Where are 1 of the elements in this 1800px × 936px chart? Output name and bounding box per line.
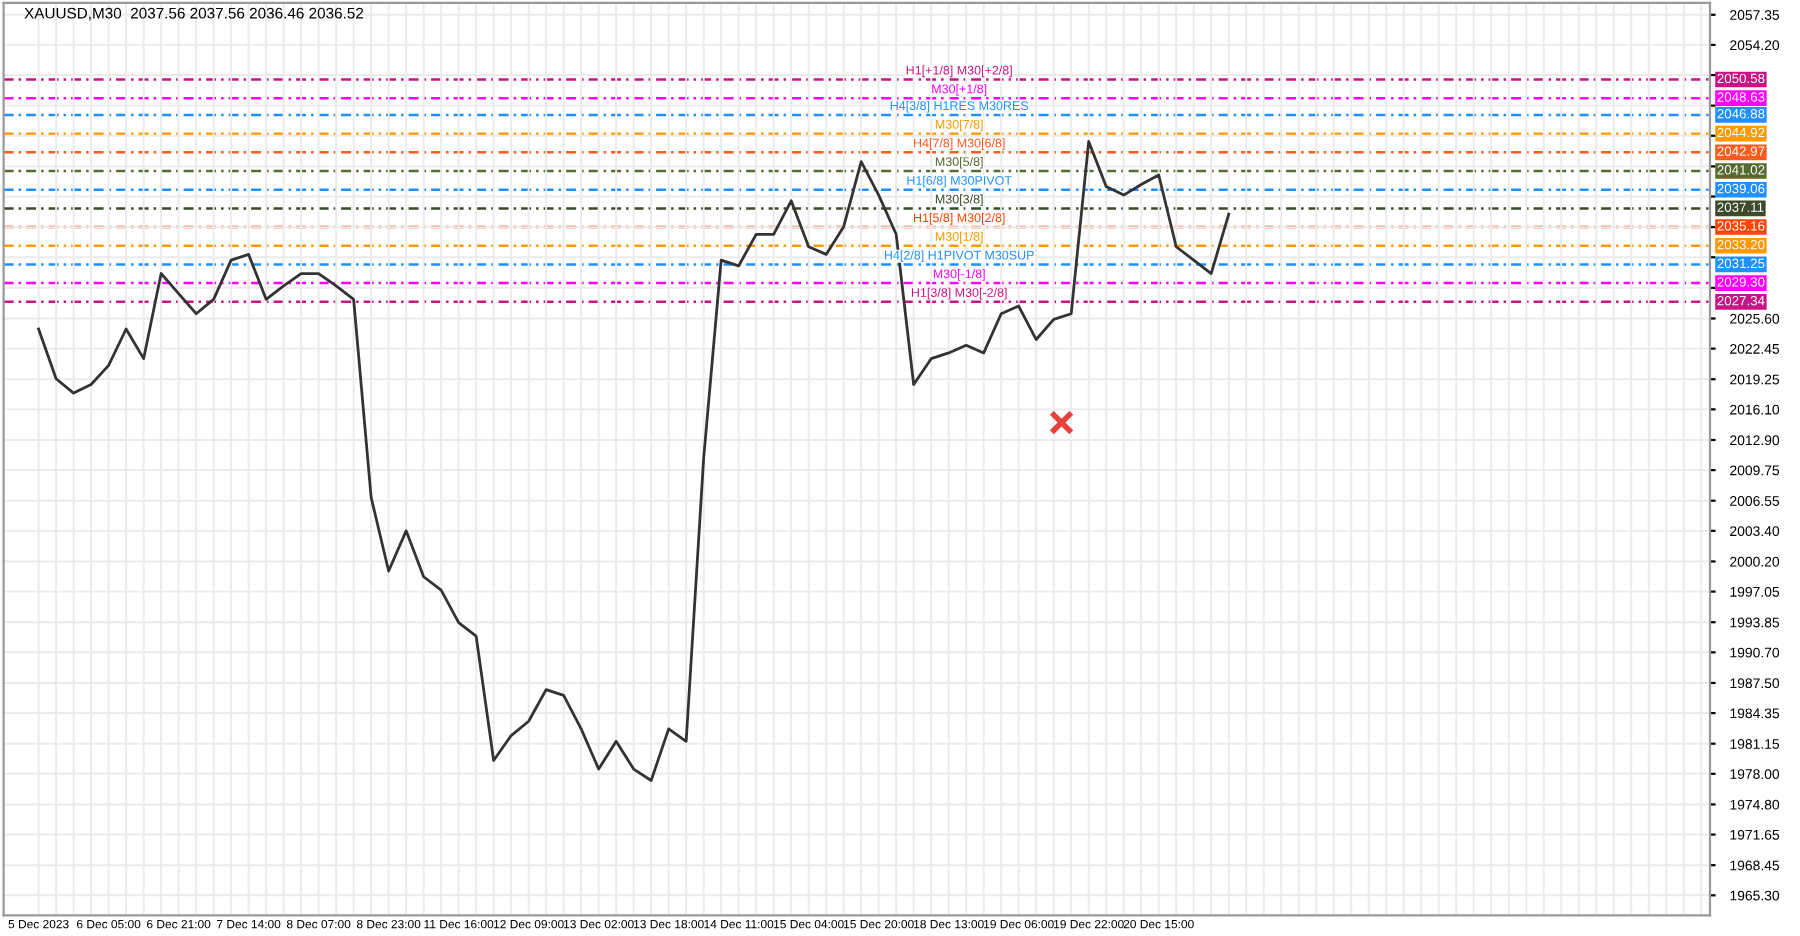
line-series (37, 140, 1231, 782)
